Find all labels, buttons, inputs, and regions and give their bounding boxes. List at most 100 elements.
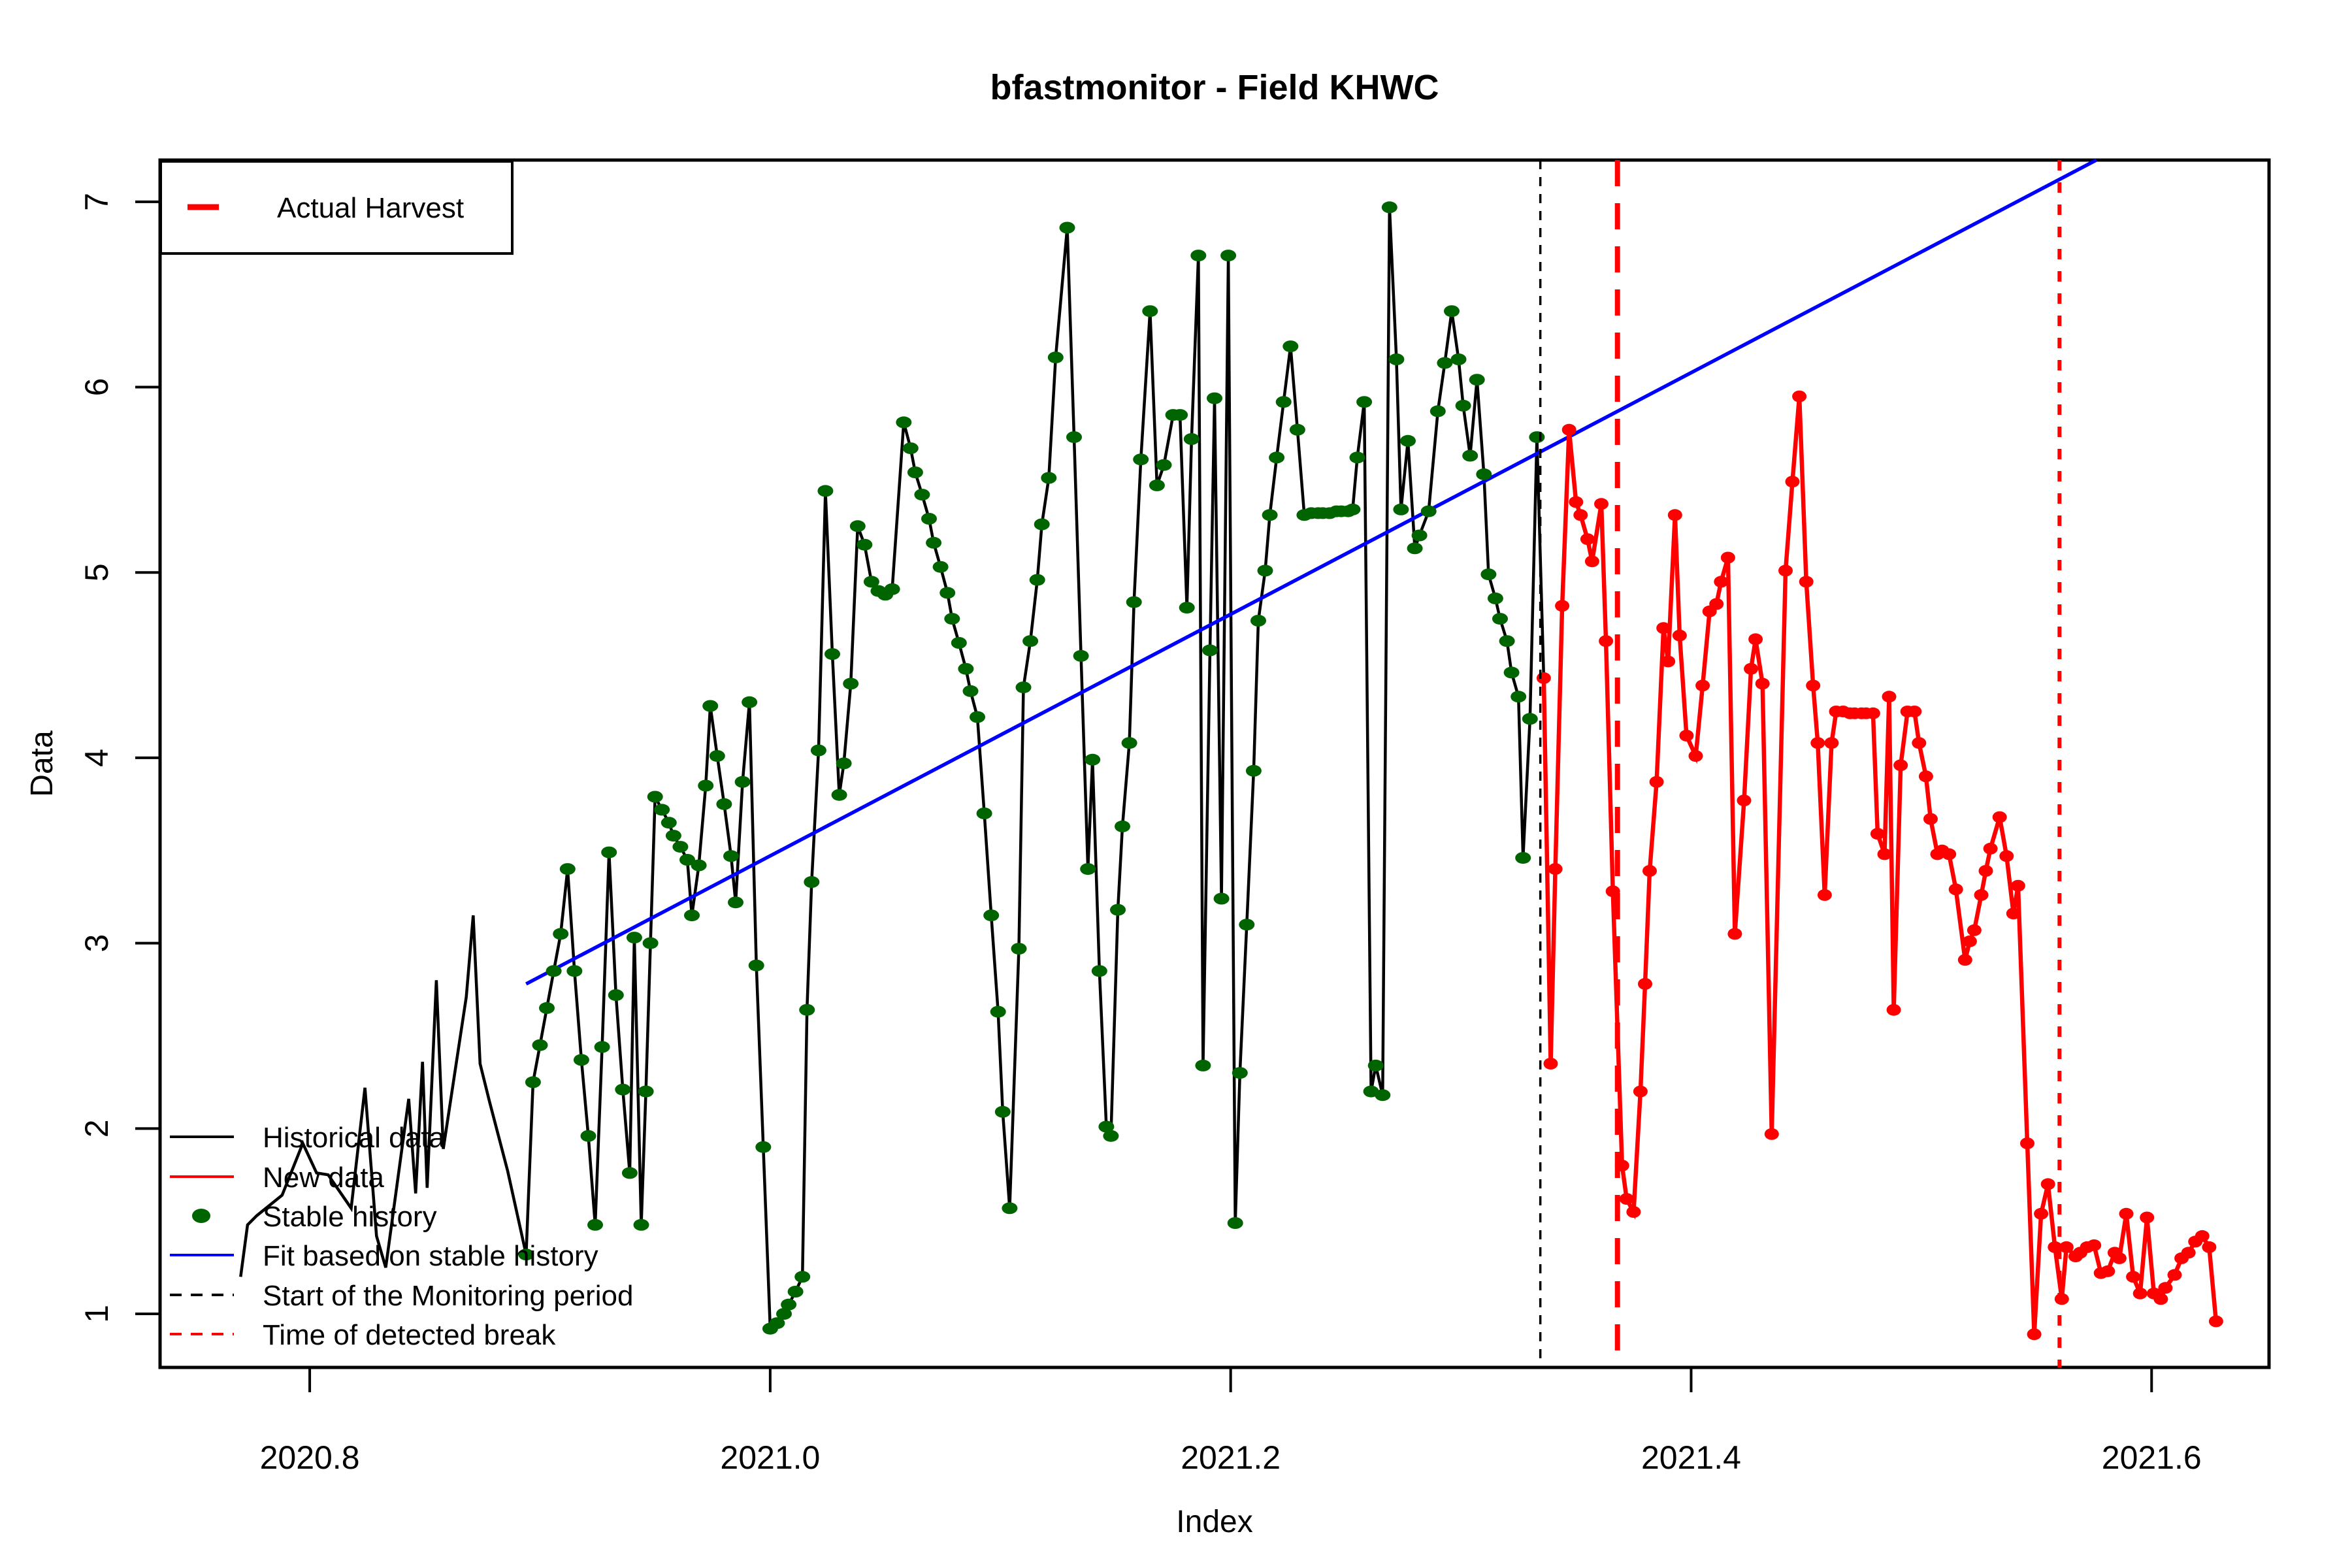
stable-history-point	[926, 536, 942, 549]
y-tick-label: 5	[78, 563, 115, 581]
stable-history-point	[1149, 479, 1165, 491]
stable-history-point	[1522, 713, 1538, 725]
stable-history-point	[907, 466, 923, 478]
stable-history-point	[1073, 649, 1089, 662]
new-data-point	[2208, 1315, 2223, 1328]
new-data-line	[1541, 396, 2219, 1335]
y-tick-label: 2	[78, 1119, 115, 1137]
stable-history-point	[684, 909, 700, 922]
new-data-point	[1948, 883, 1963, 896]
new-data-point	[1709, 598, 1724, 610]
stable-history-point	[1110, 904, 1126, 916]
x-tick-label: 2021.6	[2102, 1439, 2202, 1476]
new-data-point	[1573, 509, 1588, 521]
stable-history-point	[799, 1004, 815, 1016]
stable-history-point	[1172, 409, 1188, 421]
x-axis-ticks: 2020.8 2021.0 2021.2 2021.4 2021.6	[260, 1367, 2202, 1476]
legend-main: Historical data New data Stable history …	[170, 1122, 633, 1351]
new-data-point	[1778, 564, 1793, 577]
stable-history-point	[1066, 431, 1082, 444]
legend-item-monitor-start: Start of the Monitoring period	[170, 1280, 633, 1312]
stable-history-point	[1041, 472, 1057, 484]
new-data-point	[2181, 1247, 2196, 1259]
new-data-point	[2132, 1287, 2148, 1299]
new-data-point	[1882, 691, 1897, 703]
y-tick-label: 1	[78, 1305, 115, 1323]
stable-history-point	[1195, 1059, 1211, 1071]
stable-history-point	[932, 561, 949, 573]
stable-history-point	[970, 711, 985, 723]
new-data-point	[1561, 423, 1576, 436]
legend-box-border	[159, 160, 514, 255]
stable-history-point	[1250, 615, 1266, 627]
fit-line	[525, 158, 2097, 986]
new-data-point	[2119, 1207, 2134, 1220]
x-tick-label: 2021.4	[1641, 1439, 1741, 1476]
new-data-point	[1824, 737, 1839, 749]
legend-label-fit: Fit based on stable history	[263, 1240, 598, 1272]
new-data-point	[1672, 629, 1687, 642]
stable-history-point	[1220, 250, 1237, 262]
stable-history-point	[1133, 453, 1149, 466]
stable-history-point	[857, 538, 873, 551]
new-data-point	[1737, 794, 1752, 807]
new-data-point	[1619, 1193, 1634, 1205]
new-data-point	[1536, 672, 1551, 684]
new-data-point	[1584, 555, 1599, 568]
new-data-point	[1626, 1206, 1641, 1218]
new-data-point	[2153, 1293, 2168, 1305]
new-data-point	[2087, 1239, 2102, 1251]
new-data-point	[1667, 509, 1682, 521]
stable-history-point	[939, 587, 956, 599]
stable-history-point	[1232, 1067, 1248, 1079]
new-data-point	[1764, 1128, 1779, 1140]
new-data-point	[1912, 737, 1927, 749]
stable-history-point	[532, 1039, 548, 1051]
new-data-point	[1548, 863, 1563, 875]
stable-history-point	[825, 648, 840, 661]
new-data-point	[2140, 1211, 2155, 1224]
stable-history-point	[863, 576, 879, 588]
page-title: bfastmonitor - Field KHWC	[990, 68, 1439, 107]
new-data-point	[2054, 1293, 2069, 1305]
stable-history-point	[1121, 737, 1137, 749]
stable-history-point	[698, 779, 714, 792]
new-data-point	[1543, 1058, 1558, 1070]
stable-history-point	[769, 1317, 785, 1330]
stable-history-point	[1156, 459, 1172, 471]
stable-history-point	[679, 854, 695, 866]
y-tick-label: 4	[78, 749, 115, 767]
stable-history-point	[1393, 503, 1409, 515]
new-data-point	[1748, 633, 1763, 645]
new-data-point	[1967, 924, 1982, 936]
new-data-point	[1806, 679, 1821, 692]
new-data-point	[1714, 576, 1729, 588]
stable-history-point	[621, 1167, 638, 1179]
new-data-point	[1555, 600, 1570, 612]
new-data-point	[1755, 678, 1770, 690]
new-data-point	[1744, 662, 1759, 675]
stable-history-point	[1476, 468, 1492, 480]
stable-history-point	[849, 520, 866, 532]
new-data-point	[1679, 729, 1694, 742]
legend-item-historical-data: Historical data	[170, 1122, 445, 1154]
new-data-point	[1727, 928, 1742, 940]
legend-actual-harvest: Actual Harvest	[159, 160, 514, 255]
stable-history-point	[1444, 305, 1460, 318]
new-data-point	[1817, 889, 1832, 901]
stable-history-point	[647, 791, 663, 803]
stable-history-point	[1227, 1217, 1243, 1229]
new-data-point	[1918, 770, 1933, 783]
stable-history-point	[1213, 892, 1230, 905]
stable-history-point	[1275, 396, 1292, 408]
new-data-point	[1962, 935, 1977, 947]
stable-history-point	[661, 817, 677, 829]
stable-history-point	[804, 876, 820, 888]
new-data-point	[1999, 850, 2014, 862]
new-data-point	[1569, 496, 1584, 508]
new-data-point	[1957, 954, 1972, 966]
actual-harvest-label: Actual Harvest	[277, 192, 464, 224]
new-data-point	[1785, 476, 1800, 488]
new-data-point	[1649, 776, 1664, 788]
stable-history-point	[1029, 574, 1045, 586]
